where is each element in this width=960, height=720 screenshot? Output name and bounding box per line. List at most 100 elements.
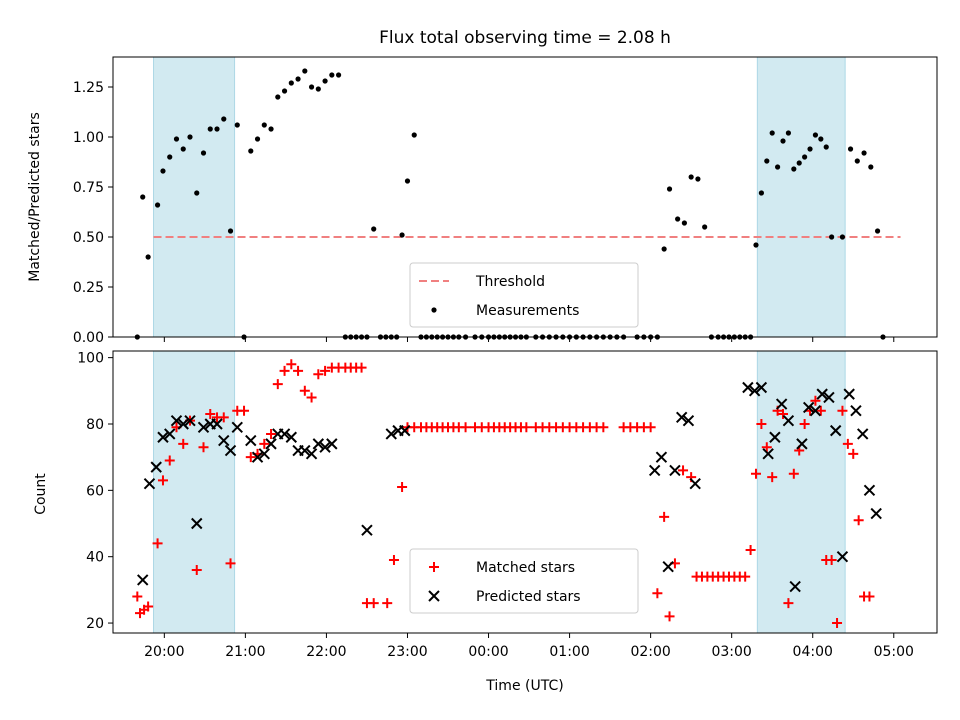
matched-point (164, 455, 175, 466)
x-axis-label: Time (UTC) (485, 678, 563, 694)
measurement-point (753, 242, 759, 248)
matched-point (382, 598, 393, 609)
legend-label: Predicted stars (476, 589, 581, 605)
measurement-point (874, 228, 881, 234)
measurement-point (675, 216, 681, 222)
x-tick-label: 22:00 (306, 644, 346, 660)
predicted-point (648, 464, 661, 477)
measurement-point (261, 122, 267, 128)
measurement-point (371, 226, 377, 232)
predicted-point (157, 431, 169, 443)
matched-point (178, 438, 189, 449)
ratio-panel: 0.00 0.25 0.50 0.75 1.00 1.25 Threshold Measure… (73, 56, 938, 346)
y-tick-label: 1.25 (73, 80, 104, 96)
measurement-point (812, 132, 819, 138)
measurement-point (187, 134, 193, 140)
matched-point (205, 409, 216, 420)
y-tick-label: 1.00 (73, 130, 104, 146)
predicted-point (285, 431, 298, 443)
matched-point (245, 452, 256, 463)
measurement-point (145, 254, 151, 260)
predicted-point (361, 524, 373, 536)
matched-point (767, 472, 778, 483)
measurement-point (769, 130, 775, 136)
measurement-point (281, 88, 288, 94)
legend-box (409, 262, 639, 328)
measurement-point (234, 122, 240, 128)
measurement-point (268, 126, 274, 132)
matched-point (132, 591, 143, 602)
predicted-point (762, 448, 774, 460)
measurement-point (200, 150, 207, 156)
legend-label: Matched stars (476, 560, 575, 576)
matched-point (279, 365, 290, 376)
predicted-point (197, 421, 210, 434)
measurement-point (167, 154, 173, 160)
measurement-point (335, 72, 342, 78)
matched-point (645, 422, 656, 433)
matched-point (198, 442, 209, 453)
matched-point (761, 442, 772, 453)
legend-matched-swatch (429, 562, 439, 572)
matched-point (143, 601, 154, 612)
matched-point (788, 468, 799, 479)
predicted-point (748, 385, 761, 397)
predicted-point (755, 381, 768, 394)
measurement-point (254, 136, 261, 142)
measurement-point (847, 146, 854, 152)
measurement-point (796, 160, 802, 166)
matched-point (299, 385, 310, 396)
x-tick-label: 04:00 (793, 644, 833, 660)
predicted-point (816, 388, 828, 400)
matched-point (799, 418, 810, 429)
predicted-point (675, 411, 688, 424)
predicted-point (245, 434, 257, 447)
measurement-point (140, 194, 146, 200)
predicted-point (319, 441, 331, 453)
predicted-point (150, 461, 162, 473)
matched-point (460, 422, 471, 433)
predicted-point (662, 560, 674, 573)
measurement-point (399, 232, 405, 238)
matched-point (837, 405, 848, 416)
measurement-point (180, 146, 186, 152)
matched-point (815, 405, 826, 416)
measurement-point (861, 150, 867, 156)
measurement-point (681, 220, 687, 226)
measurement-point (823, 144, 829, 150)
predicted-point (769, 431, 781, 443)
predicted-point (265, 438, 277, 450)
x-tick-label: 21:00 (225, 644, 265, 660)
matched-point (848, 448, 859, 459)
matched-point (521, 422, 532, 433)
predicted-point (836, 550, 849, 563)
legend-measurement-swatch (431, 307, 437, 313)
matched-point (652, 588, 663, 599)
matched-point (152, 538, 163, 549)
matched-point (320, 365, 331, 376)
predicted-point (251, 451, 264, 463)
x-tick-label: 02:00 (630, 644, 670, 660)
y-tick-label: 80 (86, 417, 104, 433)
y-tick-label: 40 (86, 550, 104, 566)
y-tick-label: 20 (86, 616, 104, 632)
predicted-point (863, 484, 876, 497)
y-tick-label: 100 (77, 351, 104, 367)
matched-point (356, 362, 367, 373)
x-tick-label: 01:00 (549, 644, 589, 660)
matched-point (810, 395, 821, 406)
y-axis-label-bottom: Count (33, 473, 49, 515)
matched-point (313, 369, 324, 380)
y-tick-label: 0.50 (73, 230, 104, 246)
predicted-point (170, 414, 183, 427)
measurement-point (666, 186, 673, 192)
matched-point (157, 475, 168, 486)
measurement-point (404, 178, 411, 184)
matched-point (778, 409, 789, 420)
measurement-point (295, 76, 301, 82)
shaded-interval (756, 56, 846, 338)
predicted-point (823, 391, 835, 404)
matched-point (745, 545, 756, 556)
measurement-point (248, 148, 254, 154)
